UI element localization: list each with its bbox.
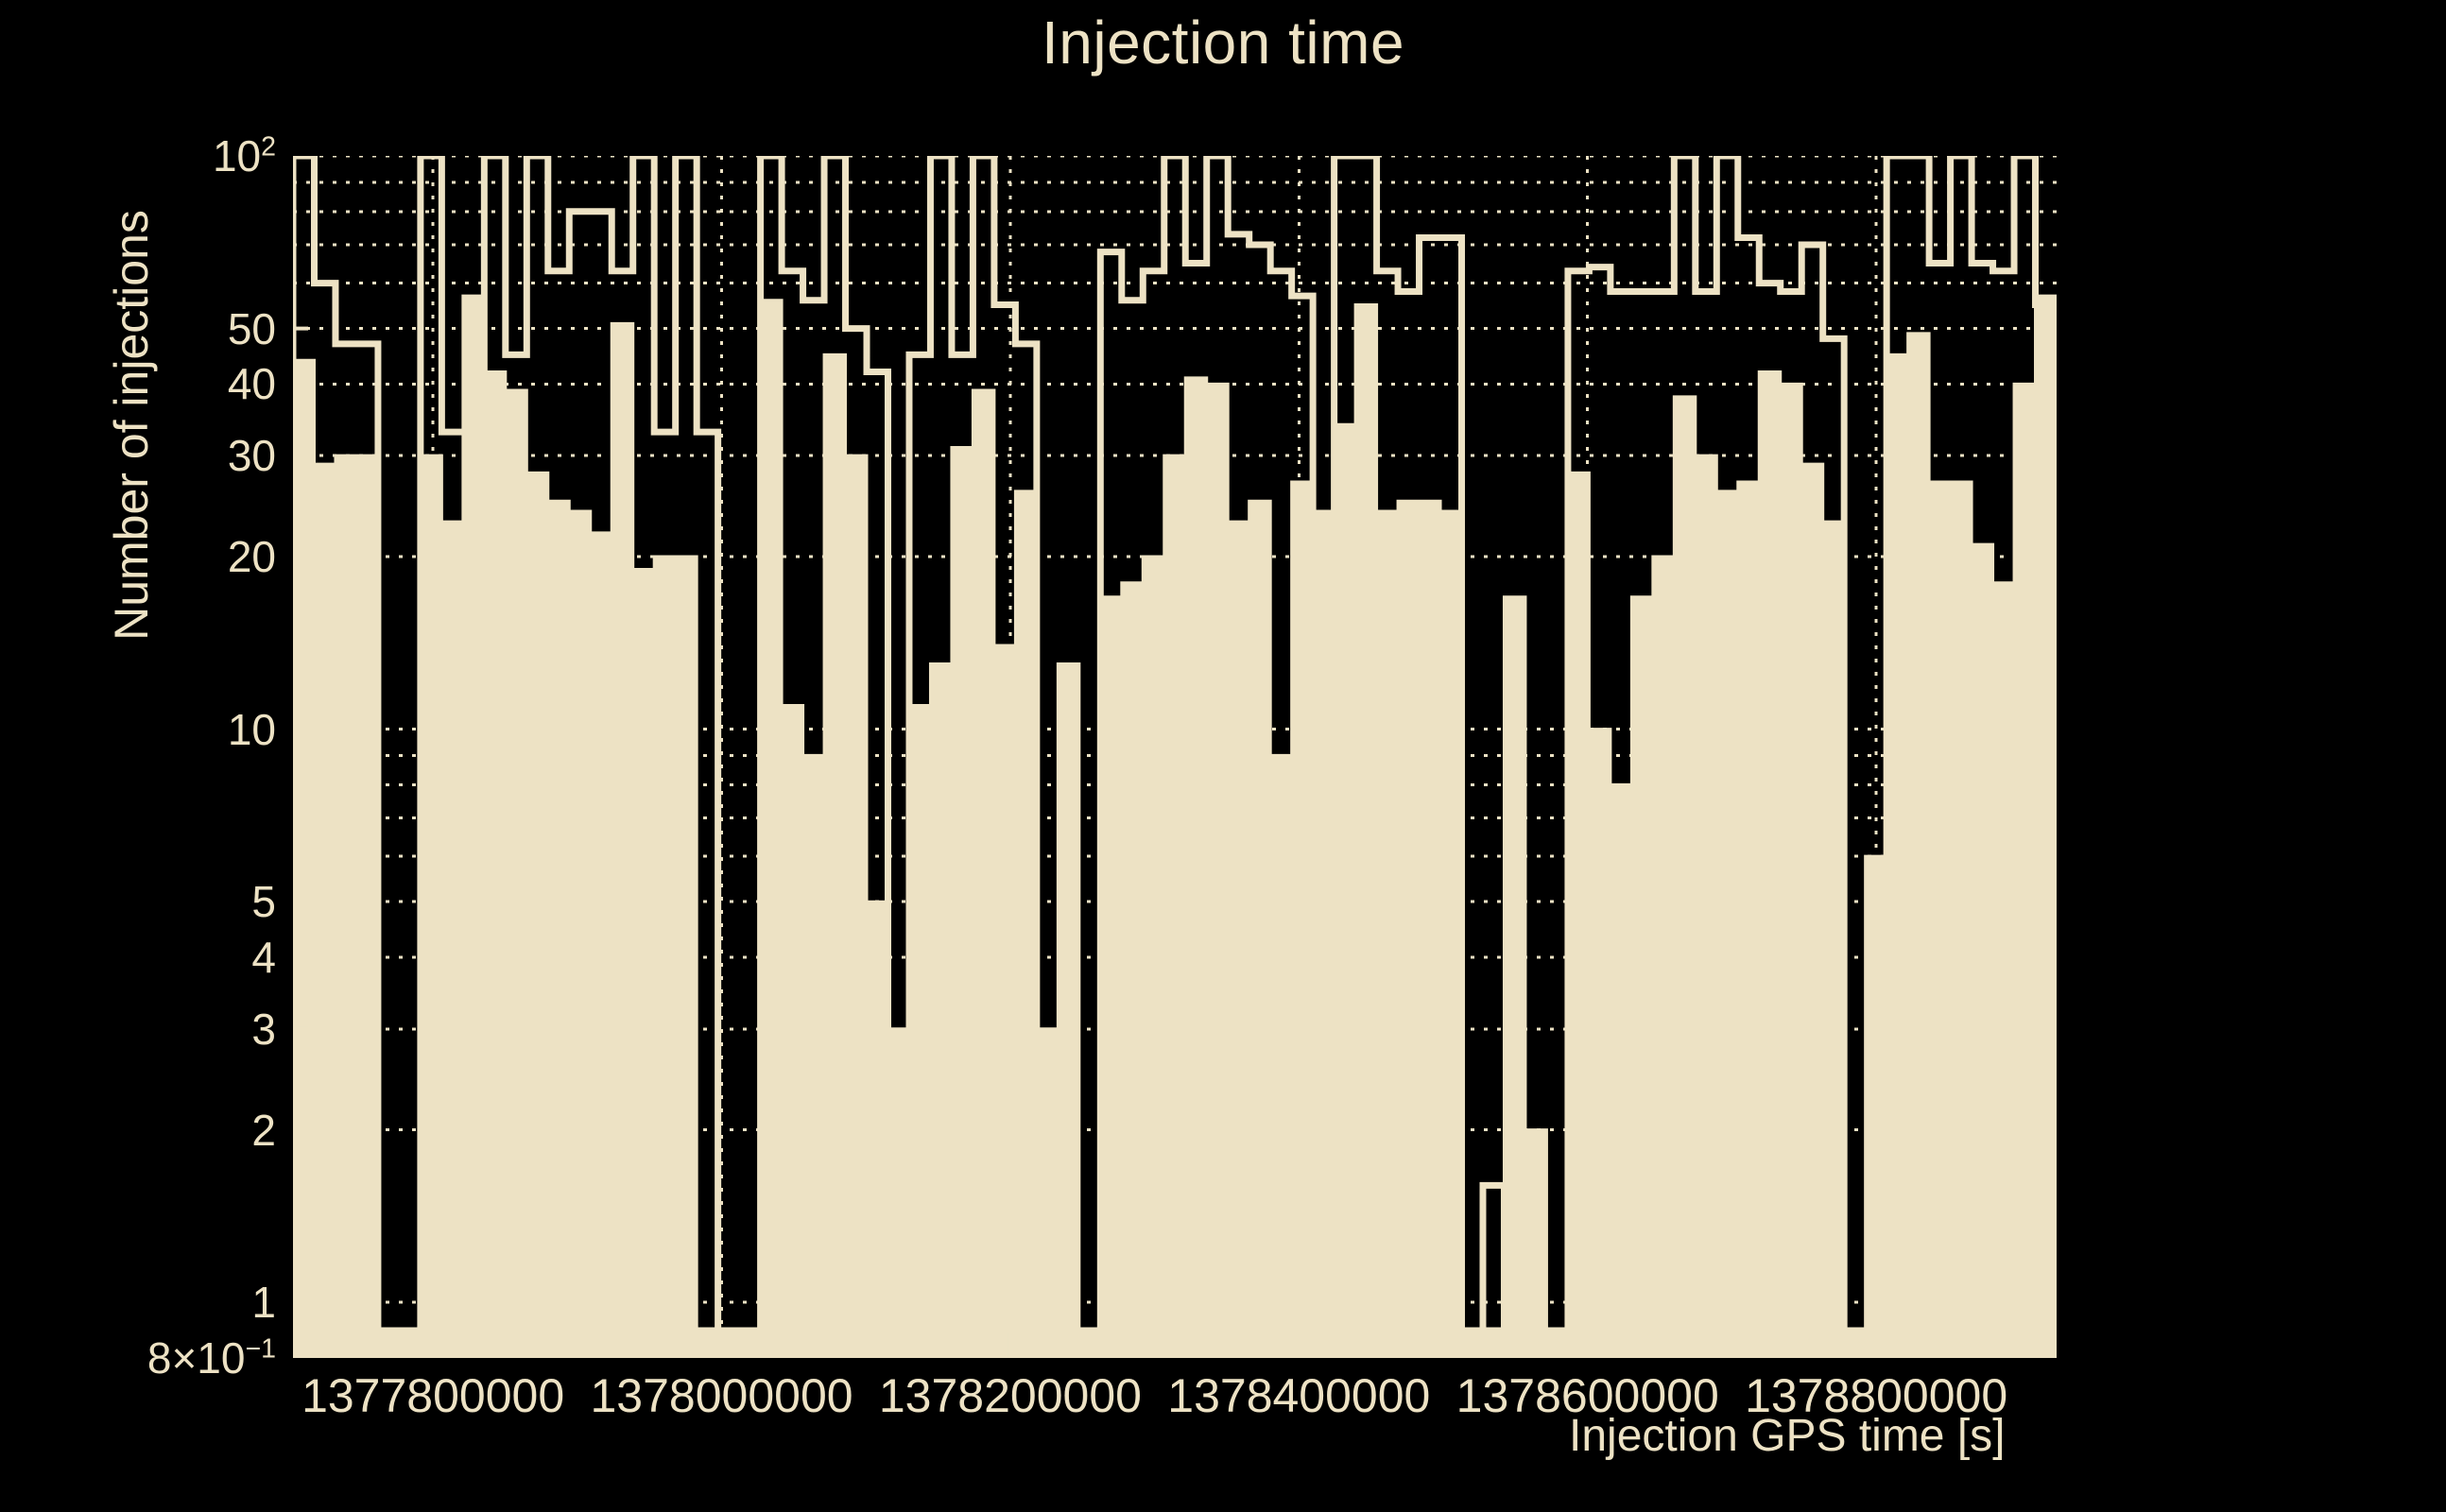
y-tick-label: 4 <box>251 933 276 982</box>
y-tick-label: 20 <box>227 532 276 581</box>
x-tick-label: 1377800000 <box>301 1369 565 1422</box>
y-tick-label: 30 <box>227 431 276 481</box>
y-tick-label: 10 <box>227 704 276 754</box>
y-axis-title: Number of injections <box>105 210 158 641</box>
y-tick-label: 2 <box>251 1105 276 1155</box>
plot-area <box>293 156 2057 1358</box>
histogram-filled-series <box>293 294 2057 1358</box>
x-tick-label: 1378800000 <box>1745 1369 2008 1422</box>
y-tick-label: 40 <box>227 359 276 409</box>
x-tick-label: 1378000000 <box>590 1369 853 1422</box>
histogram-outline-series <box>293 156 2057 1358</box>
y-tick-label: 1 <box>251 1278 276 1328</box>
y-tick-label: 50 <box>227 303 276 353</box>
y-tick-label: 8×10−1 <box>146 1333 276 1383</box>
histogram-svg <box>293 156 2057 1358</box>
y-tick-label: 3 <box>251 1004 276 1054</box>
x-tick-label: 1378600000 <box>1456 1369 1719 1422</box>
x-tick-label: 1378200000 <box>878 1369 1142 1422</box>
y-tick-label: 102 <box>212 131 276 180</box>
x-tick-label: 1378400000 <box>1167 1369 1431 1422</box>
x-axis-title: Injection GPS time [s] <box>1569 1411 2006 1461</box>
page-title: Injection time <box>1041 9 1405 77</box>
y-tick-label: 5 <box>251 877 276 927</box>
